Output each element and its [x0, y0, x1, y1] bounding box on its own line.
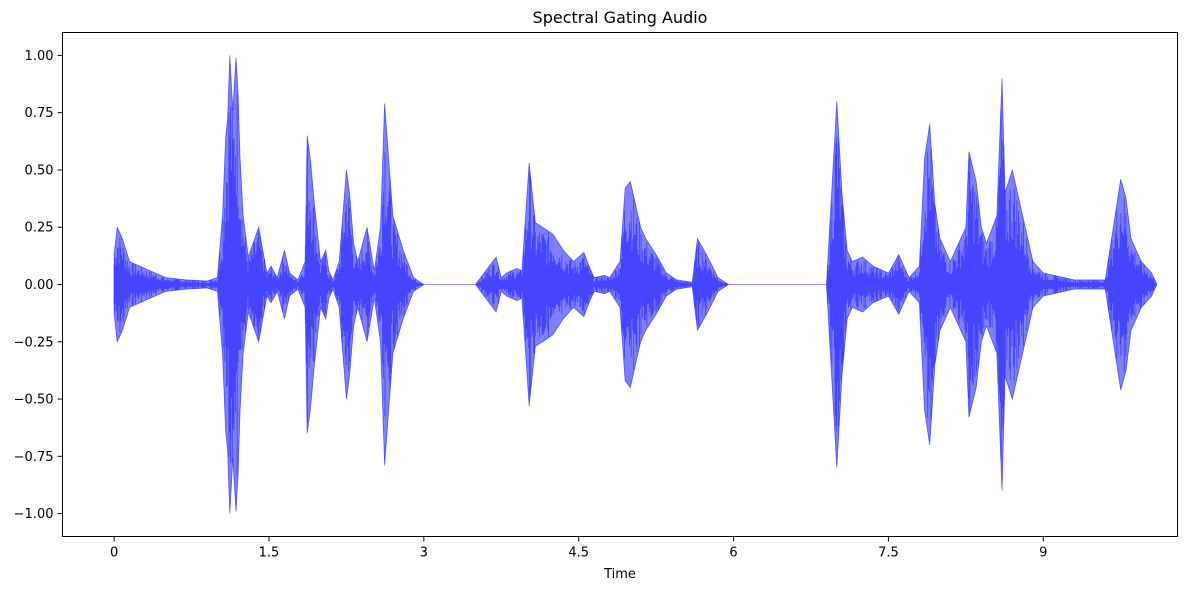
y-tick-label: 0.75: [25, 106, 54, 121]
x-tick-label: 9: [1039, 546, 1047, 561]
waveform-envelope: [113, 55, 1158, 514]
x-tick-label: 7.5: [878, 546, 899, 561]
x-axis-title: Time: [603, 567, 636, 582]
y-tick-label: 0.25: [25, 221, 54, 236]
plot-area: [113, 55, 1158, 514]
x-tick-label: 1.5: [259, 546, 280, 561]
y-tick-label: 1.00: [25, 49, 54, 64]
x-tick-label: 3: [420, 546, 428, 561]
y-tick-label: −0.50: [14, 393, 54, 408]
y-tick-label: −1.00: [14, 507, 54, 522]
x-axis: 0 1.5 3 4.5 6 7.5 9: [110, 536, 1047, 561]
y-tick-label: 0.00: [25, 278, 54, 293]
chart-title: Spectral Gating Audio: [533, 8, 708, 27]
x-tick-label: 6: [729, 546, 737, 561]
y-tick-label: −0.75: [14, 450, 54, 465]
x-tick-label: 0: [110, 546, 118, 561]
x-tick-label: 4.5: [568, 546, 589, 561]
waveform-layer: [113, 55, 1158, 514]
y-axis: 1.00 0.75 0.50 0.25 0.00 −0.25 −0.50 −0.75 −1.00: [14, 49, 63, 522]
y-tick-label: −0.25: [14, 335, 54, 350]
y-tick-label: 0.50: [25, 163, 54, 178]
